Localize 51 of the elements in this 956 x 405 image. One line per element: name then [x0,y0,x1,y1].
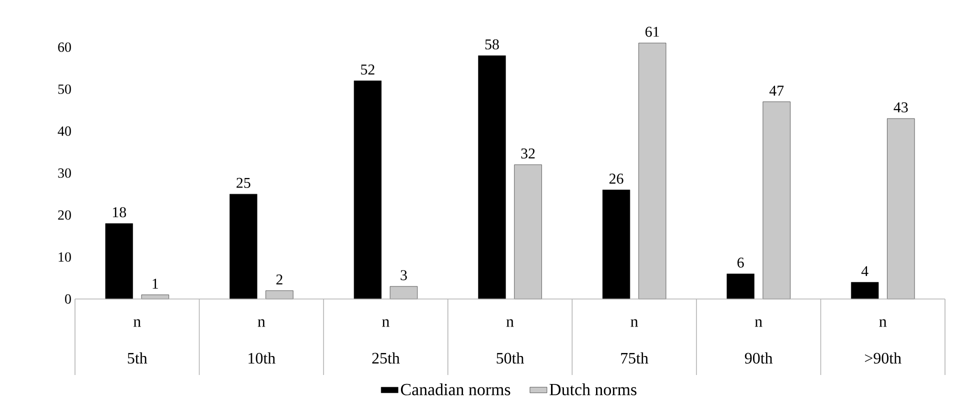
x-tick-label: 75th [621,352,648,364]
bar [266,290,294,300]
x-tick-label: 90th [744,352,773,364]
y-tick-label: 20 [58,210,71,220]
x-tick-label: 25th [372,352,400,364]
bar [726,274,754,300]
x-tick-label: >90th [865,352,902,364]
bar [602,190,630,300]
y-tick-label: 40 [58,126,71,136]
data-label: 47 [769,86,784,96]
bar [354,80,382,300]
data-label: 43 [894,102,908,112]
text: n [258,319,266,327]
y-tick-label: 50 [58,84,71,94]
x-tick-label: 5th [128,352,148,364]
y-tick-label: 30 [58,168,71,178]
bar [514,164,542,300]
y-tick-label: 10 [58,252,71,262]
data-label: 52 [361,64,374,75]
bar [141,294,169,300]
data-label: 32 [521,148,535,159]
x-tick-label: 50th [496,352,524,364]
data-label: 61 [645,26,659,37]
text: n [754,319,762,327]
data-label: 6 [737,258,744,268]
data-label: 25 [236,178,250,188]
bar [390,286,418,300]
y-tick-label: 60 [58,42,71,52]
data-label: 18 [112,207,126,218]
bar [478,55,506,300]
bar [762,102,790,300]
bar [851,282,879,300]
x-tick-label: 10th [248,352,276,364]
bar [230,194,258,300]
legend-label: Dutch norms [550,383,636,396]
data-label: 4 [861,266,868,276]
text: n [506,319,514,327]
data-label: 26 [609,174,624,184]
data-label: 58 [485,39,499,50]
data-label: 3 [400,270,407,280]
data-label: 1 [152,278,158,289]
bar [638,42,666,300]
text: n [630,319,638,327]
text: n [382,319,390,327]
text: n [134,319,141,327]
data-label: 2 [276,274,282,284]
bar [887,118,915,300]
text: n [879,319,887,327]
bar [105,223,133,300]
legend-label: Canadian norms [400,383,510,396]
y-tick-label: 0 [65,294,71,304]
